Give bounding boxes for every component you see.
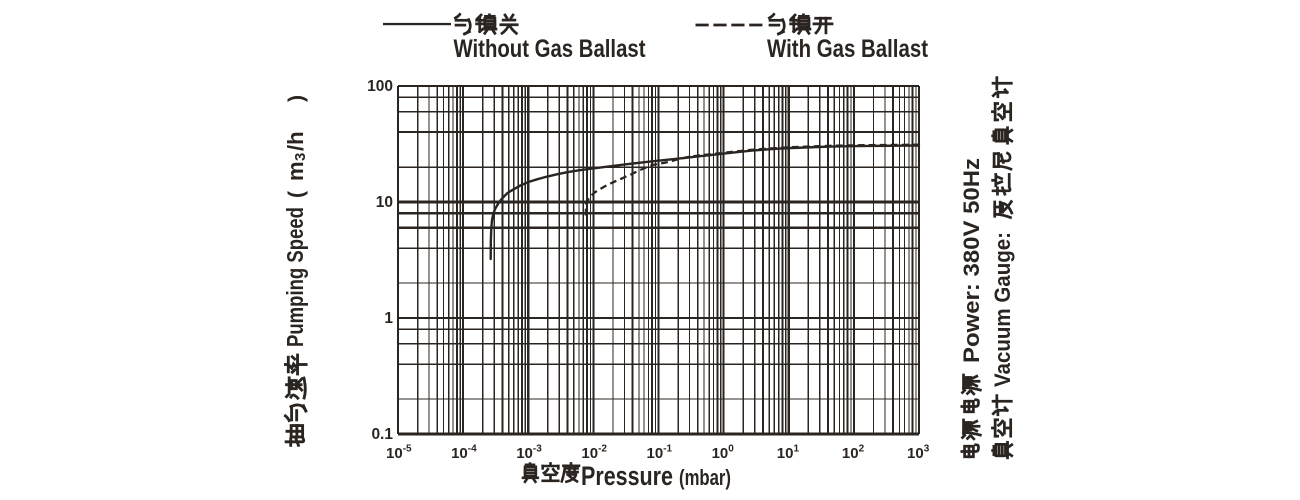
svg-text:10-4: 10-4: [451, 444, 477, 463]
svg-text:(: (: [285, 191, 308, 198]
svg-text:10-2: 10-2: [581, 444, 607, 463]
svg-text:10: 10: [376, 194, 393, 211]
svg-text:102: 102: [842, 444, 865, 463]
svg-text:100: 100: [712, 444, 735, 463]
svg-text:Power: 380V 50Hz: Power: 380V 50Hz: [959, 158, 984, 363]
svg-text:): ): [285, 95, 308, 102]
svg-text:With Gas Ballast: With Gas Ballast: [767, 35, 929, 63]
svg-text:10-3: 10-3: [516, 444, 542, 463]
svg-text:Pumping Speed: Pumping Speed: [282, 207, 308, 347]
svg-text:1: 1: [384, 310, 393, 327]
svg-text:10-1: 10-1: [647, 444, 673, 463]
svg-text:Vacuum Gauge:: Vacuum Gauge:: [990, 232, 1015, 387]
svg-text:101: 101: [777, 444, 800, 463]
svg-text:0.1: 0.1: [371, 426, 393, 443]
svg-text:/h: /h: [283, 131, 308, 151]
svg-text:100: 100: [367, 78, 393, 95]
svg-text:(mbar): (mbar): [679, 465, 731, 490]
svg-text:3: 3: [292, 153, 309, 161]
svg-text:Without Gas Ballast: Without Gas Ballast: [454, 35, 647, 63]
svg-text:Pressure: Pressure: [581, 461, 673, 491]
svg-text:103: 103: [907, 444, 930, 463]
svg-text:m: m: [283, 161, 308, 181]
svg-text:10-5: 10-5: [386, 444, 412, 463]
